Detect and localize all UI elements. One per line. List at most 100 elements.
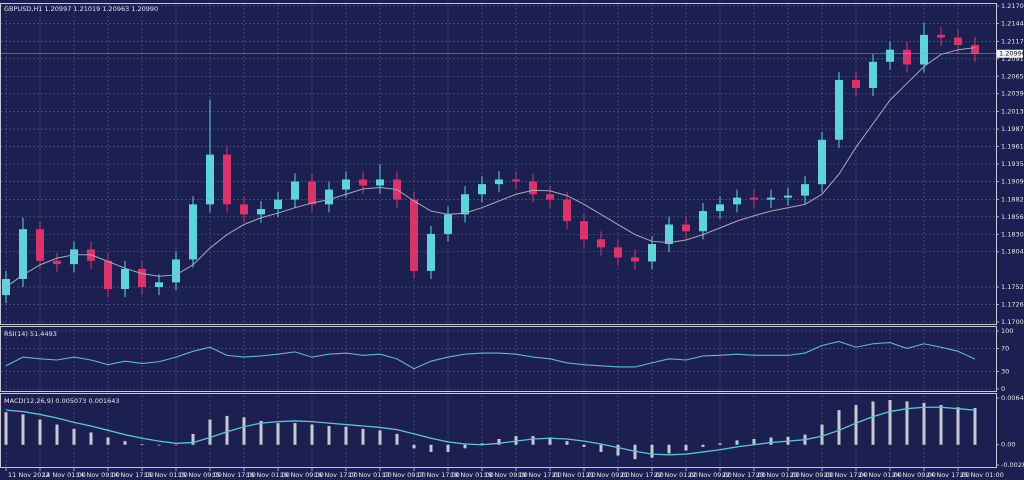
- candle-body: [444, 214, 452, 234]
- y-tick-label: 1.18305: [1001, 230, 1024, 238]
- macd-bar: [650, 444, 654, 458]
- candle-body: [189, 204, 197, 260]
- macd-bar: [769, 437, 773, 445]
- x-tick-label: 25 Nov 01:00: [960, 471, 1004, 479]
- x-tick-label: 21 Nov 09:00: [586, 471, 630, 479]
- macd-bar: [871, 401, 875, 445]
- macd-bar: [259, 420, 263, 445]
- candle-body: [750, 197, 758, 200]
- candle-body: [478, 184, 486, 195]
- candle-body: [70, 249, 78, 265]
- candle-body: [359, 179, 367, 186]
- x-tick-label: 24 Nov 01:00: [858, 471, 902, 479]
- macd-bar: [72, 428, 76, 445]
- candle-body: [121, 268, 129, 290]
- x-tick-label: 15 Nov 09:00: [178, 471, 222, 479]
- y-tick-label: 1.21700: [1001, 2, 1024, 10]
- macd-bar: [225, 415, 229, 445]
- candle-body: [104, 260, 112, 290]
- y-tick-label: 1.21440: [1001, 19, 1024, 27]
- macd-panel-frame: [0, 393, 997, 468]
- candle-body: [886, 49, 894, 62]
- x-tick-label: 22 Nov 09:00: [688, 471, 732, 479]
- x-tick-label: 18 Nov 01:00: [450, 471, 494, 479]
- candle-body: [206, 154, 214, 205]
- macd-bar: [293, 423, 297, 445]
- candle-body: [716, 204, 724, 212]
- candle-body: [274, 199, 282, 210]
- rsi-line: [5, 340, 976, 370]
- macd-bar: [667, 444, 671, 454]
- y-tick-label: 100: [1001, 327, 1013, 335]
- y-tick-label: 0.00: [1001, 441, 1015, 449]
- candle-body: [665, 224, 673, 245]
- y-tick-label: 1.19350: [1001, 160, 1024, 168]
- candle-body: [325, 189, 333, 205]
- candle-body: [682, 224, 690, 232]
- macd-bar: [174, 444, 178, 446]
- candle-body: [699, 211, 707, 232]
- y-tick-label: 1.18045: [1001, 248, 1024, 256]
- current-price-box: [997, 49, 1023, 58]
- candle-body: [53, 260, 61, 265]
- macd-bar: [514, 436, 518, 445]
- y-tick-label: 1.17520: [1001, 283, 1024, 291]
- candle-body: [767, 197, 775, 200]
- macd-bar: [106, 437, 110, 445]
- candle-body: [971, 44, 979, 54]
- panel-title: GBPUSD,H1 1.20997 1.21019 1.20963 1.2099…: [4, 5, 158, 13]
- macd-bar: [310, 424, 314, 445]
- candle-body: [784, 195, 792, 198]
- candle-body: [648, 244, 656, 262]
- macd-bar: [956, 407, 960, 445]
- y-tick-label: 1.19870: [1001, 125, 1024, 133]
- macd-bar: [735, 440, 739, 445]
- x-tick-label: 22 Nov 17:00: [722, 471, 766, 479]
- y-tick-label: 1.19090: [1001, 177, 1024, 185]
- y-tick-label: 1.17260: [1001, 301, 1024, 309]
- x-tick-label: 23 Nov 17:00: [824, 471, 868, 479]
- candle-body: [291, 181, 299, 200]
- current-price-label: 1.20990: [999, 50, 1024, 58]
- x-tick-label: 14 Nov 17:00: [110, 471, 154, 479]
- macd-bar: [327, 425, 331, 445]
- x-tick-label: 18 Nov 09:00: [484, 471, 528, 479]
- candle-body: [546, 194, 554, 200]
- x-tick-label: 14 Nov 01:00: [42, 471, 86, 479]
- candle-body: [495, 179, 503, 185]
- macd-bar: [21, 414, 25, 445]
- macd-bar: [463, 444, 467, 449]
- candle-body: [801, 184, 809, 196]
- candle-body: [427, 233, 435, 271]
- candle-body: [852, 79, 860, 89]
- macd-bar: [429, 444, 433, 452]
- x-tick-label: 14 Nov 09:00: [76, 471, 120, 479]
- macd-bar: [565, 441, 569, 445]
- y-tick-label: -0.00281: [1001, 461, 1024, 469]
- y-tick-label: 1.20655: [1001, 72, 1024, 80]
- x-tick-label: 21 Nov 01:00: [552, 471, 596, 479]
- macd-bar: [905, 401, 909, 445]
- candle-body: [19, 229, 27, 279]
- macd-bar: [276, 423, 280, 445]
- x-tick-label: 17 Nov 09:00: [382, 471, 426, 479]
- y-tick-label: 1.20915: [1001, 55, 1024, 63]
- y-tick-label: 1.19610: [1001, 143, 1024, 151]
- y-tick-label: 1.21175: [1001, 37, 1024, 45]
- candle-body: [342, 179, 350, 190]
- macd-bar: [497, 438, 501, 445]
- macd-bar: [531, 436, 535, 445]
- macd-bar: [38, 419, 42, 445]
- macd-bar: [633, 444, 637, 460]
- candle-body: [138, 268, 146, 288]
- x-tick-label: 15 Nov 01:00: [144, 471, 188, 479]
- candle-body: [614, 247, 622, 258]
- macd-bar: [123, 441, 127, 445]
- y-tick-label: 1.18825: [1001, 195, 1024, 203]
- candle-body: [257, 209, 265, 215]
- macd-bar: [140, 444, 144, 445]
- candle-body: [529, 181, 537, 195]
- macd-bar: [446, 444, 450, 452]
- macd-bar: [480, 443, 484, 445]
